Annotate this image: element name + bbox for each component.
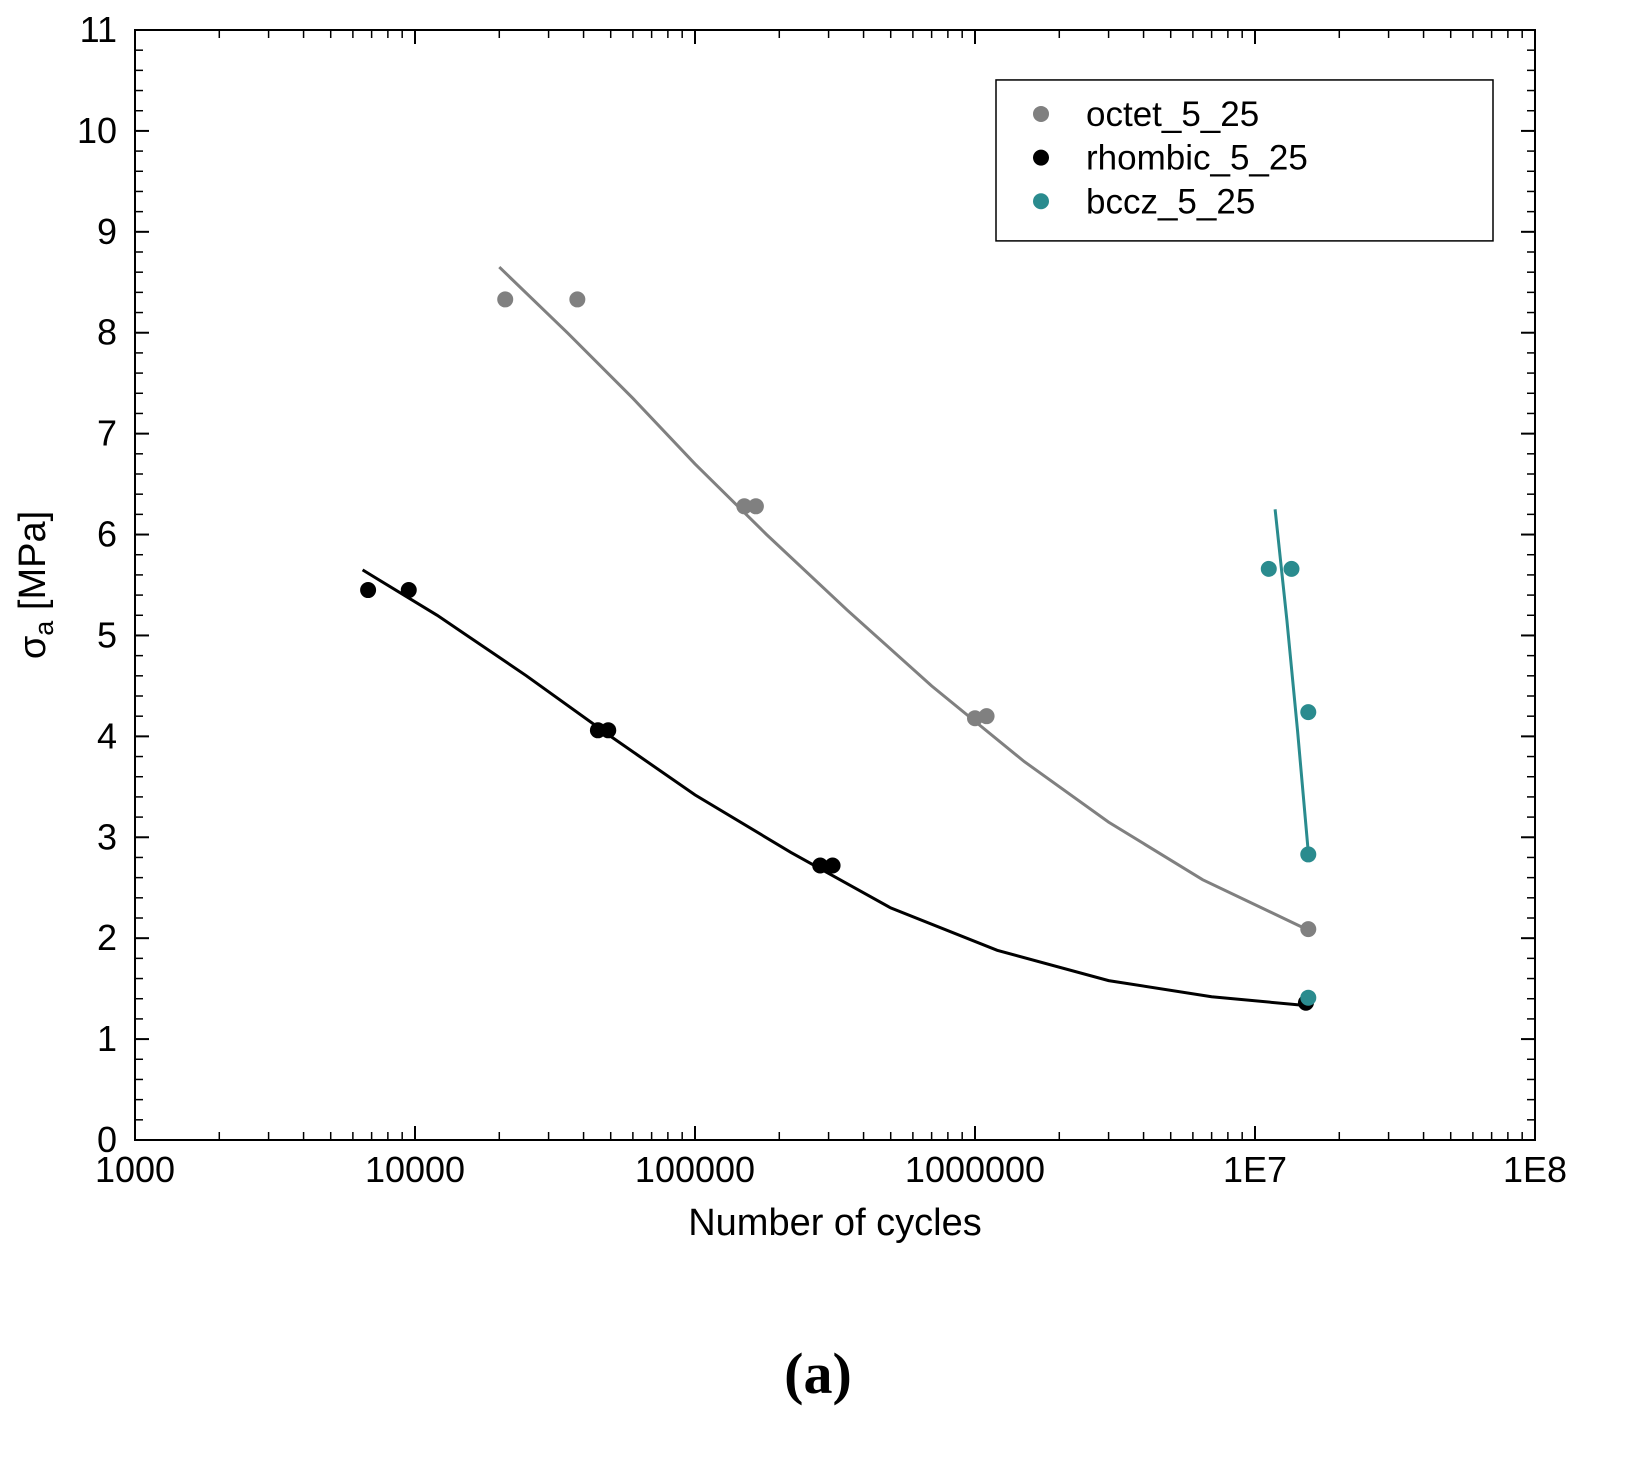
chart-svg: 10001000010000010000001E71E8Number of cy… [0, 0, 1636, 1283]
x-tick-label: 1000000 [905, 1149, 1045, 1190]
y-tick-label: 10 [77, 110, 117, 151]
series-line-octet_5_25 [499, 267, 1308, 930]
x-tick-label: 10000 [365, 1149, 465, 1190]
series-point-bccz_5_25 [1261, 561, 1277, 577]
legend-marker [1033, 150, 1049, 166]
x-tick-label: 100000 [635, 1149, 755, 1190]
y-tick-label: 5 [97, 614, 117, 655]
y-tick-label: 6 [97, 514, 117, 555]
y-tick-label: 4 [97, 715, 117, 756]
series-point-octet_5_25 [569, 291, 585, 307]
y-axis-label-group: σa [MPa] [12, 511, 59, 659]
series-point-rhombic_5_25 [401, 582, 417, 598]
y-tick-label: 1 [97, 1018, 117, 1059]
legend-label: octet_5_25 [1086, 95, 1259, 134]
y-axis-label: σa [MPa] [12, 511, 59, 659]
series-point-octet_5_25 [497, 291, 513, 307]
series-point-bccz_5_25 [1300, 704, 1316, 720]
y-tick-label: 0 [97, 1119, 117, 1160]
series-point-octet_5_25 [748, 498, 764, 514]
legend-marker [1033, 106, 1049, 122]
series-point-bccz_5_25 [1283, 561, 1299, 577]
y-tick-label: 3 [97, 816, 117, 857]
y-tick-label: 2 [97, 917, 117, 958]
x-tick-label: 1E8 [1503, 1149, 1567, 1190]
chart-container: 10001000010000010000001E71E8Number of cy… [0, 0, 1636, 1463]
series-point-bccz_5_25 [1300, 846, 1316, 862]
legend-label: bccz_5_25 [1086, 182, 1255, 221]
x-axis-label: Number of cycles [688, 1202, 982, 1244]
y-tick-label: 7 [97, 413, 117, 454]
series-point-rhombic_5_25 [825, 858, 841, 874]
series-point-rhombic_5_25 [600, 722, 616, 738]
y-tick-label: 11 [80, 9, 117, 50]
series-point-bccz_5_25 [1300, 990, 1316, 1006]
series-point-octet_5_25 [979, 708, 995, 724]
legend-marker [1033, 193, 1049, 209]
series-point-octet_5_25 [1300, 921, 1316, 937]
series-point-rhombic_5_25 [360, 582, 376, 598]
y-tick-label: 8 [97, 312, 117, 353]
series-line-bccz_5_25 [1275, 509, 1308, 852]
subfigure-caption: (a) [0, 1340, 1636, 1407]
series-line-rhombic_5_25 [363, 570, 1309, 1006]
plot-border [135, 30, 1535, 1140]
legend-label: rhombic_5_25 [1086, 139, 1308, 178]
x-tick-label: 1E7 [1223, 1149, 1287, 1190]
y-tick-label: 9 [97, 211, 117, 252]
